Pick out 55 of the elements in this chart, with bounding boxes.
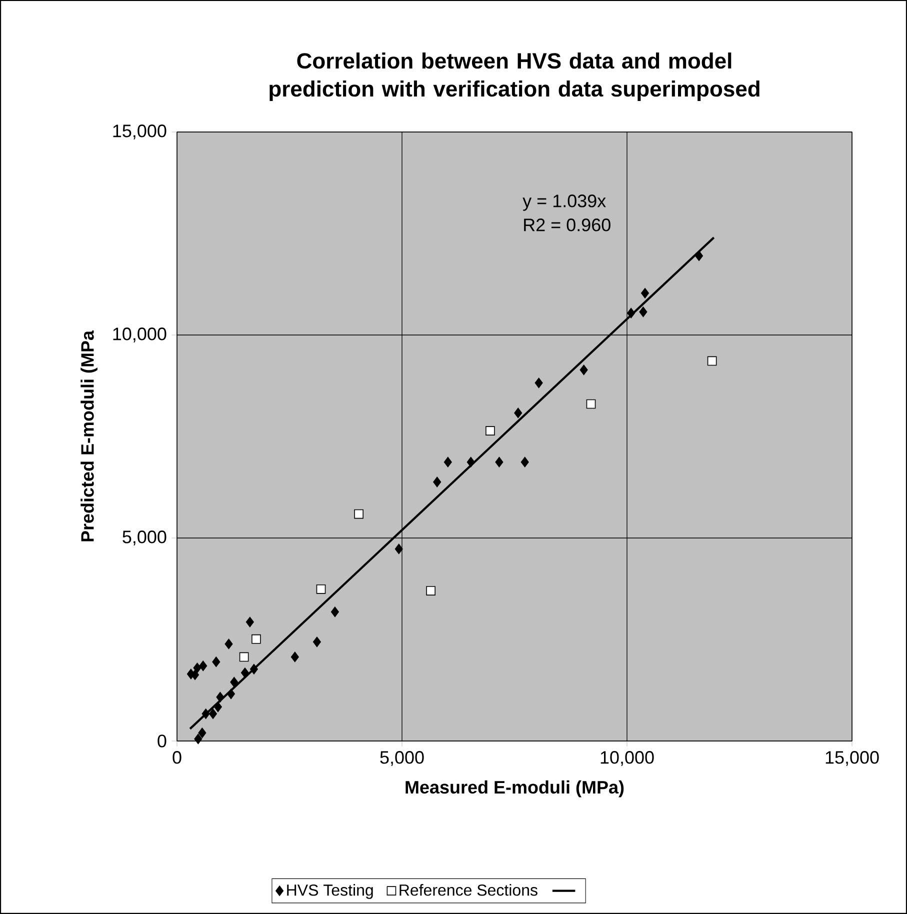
chart-title: Correlation between HVS data and model prediction with verification data superimposed <box>270 52 760 102</box>
point <box>194 734 202 744</box>
point <box>580 364 588 376</box>
point <box>520 456 529 468</box>
x-tick-label: 5,000 <box>380 751 424 766</box>
point <box>707 356 717 366</box>
y-axis-title: Predicted E-moduli (MPa <box>80 330 98 542</box>
point <box>316 584 326 594</box>
point <box>514 408 522 418</box>
point <box>394 544 403 554</box>
point <box>486 426 495 436</box>
point <box>212 656 220 668</box>
point <box>202 708 210 719</box>
annotation: R2 = 0.960 <box>524 218 610 232</box>
point <box>627 308 636 318</box>
point <box>433 476 442 488</box>
x-tick-label: 15,000 <box>826 751 879 766</box>
point <box>239 652 249 662</box>
point <box>354 509 364 519</box>
point <box>209 708 217 719</box>
point <box>639 306 648 318</box>
point <box>641 288 650 298</box>
y-tick-label: 5,000 <box>122 530 166 546</box>
point <box>252 634 261 644</box>
point <box>330 606 339 618</box>
point <box>246 616 254 628</box>
x-tick-label: 10,000 <box>600 751 654 766</box>
point <box>495 456 504 468</box>
point <box>240 668 249 678</box>
point <box>216 692 224 702</box>
y-tick-label: 10,000 <box>113 328 166 342</box>
legend-label: HVS Testing <box>287 884 373 899</box>
point <box>198 728 206 738</box>
point <box>586 399 596 409</box>
annotation: y = 1.039x <box>522 194 606 211</box>
point <box>224 638 233 650</box>
point <box>290 652 299 662</box>
point <box>426 586 436 596</box>
point <box>695 250 704 262</box>
y-tick-label: 0 <box>158 734 166 748</box>
x-axis-title: Measured E-moduli (MPa) <box>406 780 624 798</box>
point <box>534 378 543 388</box>
point <box>227 688 235 700</box>
point <box>214 702 222 712</box>
point <box>199 660 208 672</box>
x-tick-label: 0 <box>172 751 182 764</box>
point <box>312 636 321 648</box>
point <box>193 662 202 674</box>
point <box>230 676 238 688</box>
y-tick-label: 15,000 <box>113 124 166 140</box>
point <box>191 670 199 680</box>
point <box>444 456 452 468</box>
point <box>466 456 475 468</box>
legend-label: Reference Sections <box>400 884 538 896</box>
point <box>250 664 258 674</box>
